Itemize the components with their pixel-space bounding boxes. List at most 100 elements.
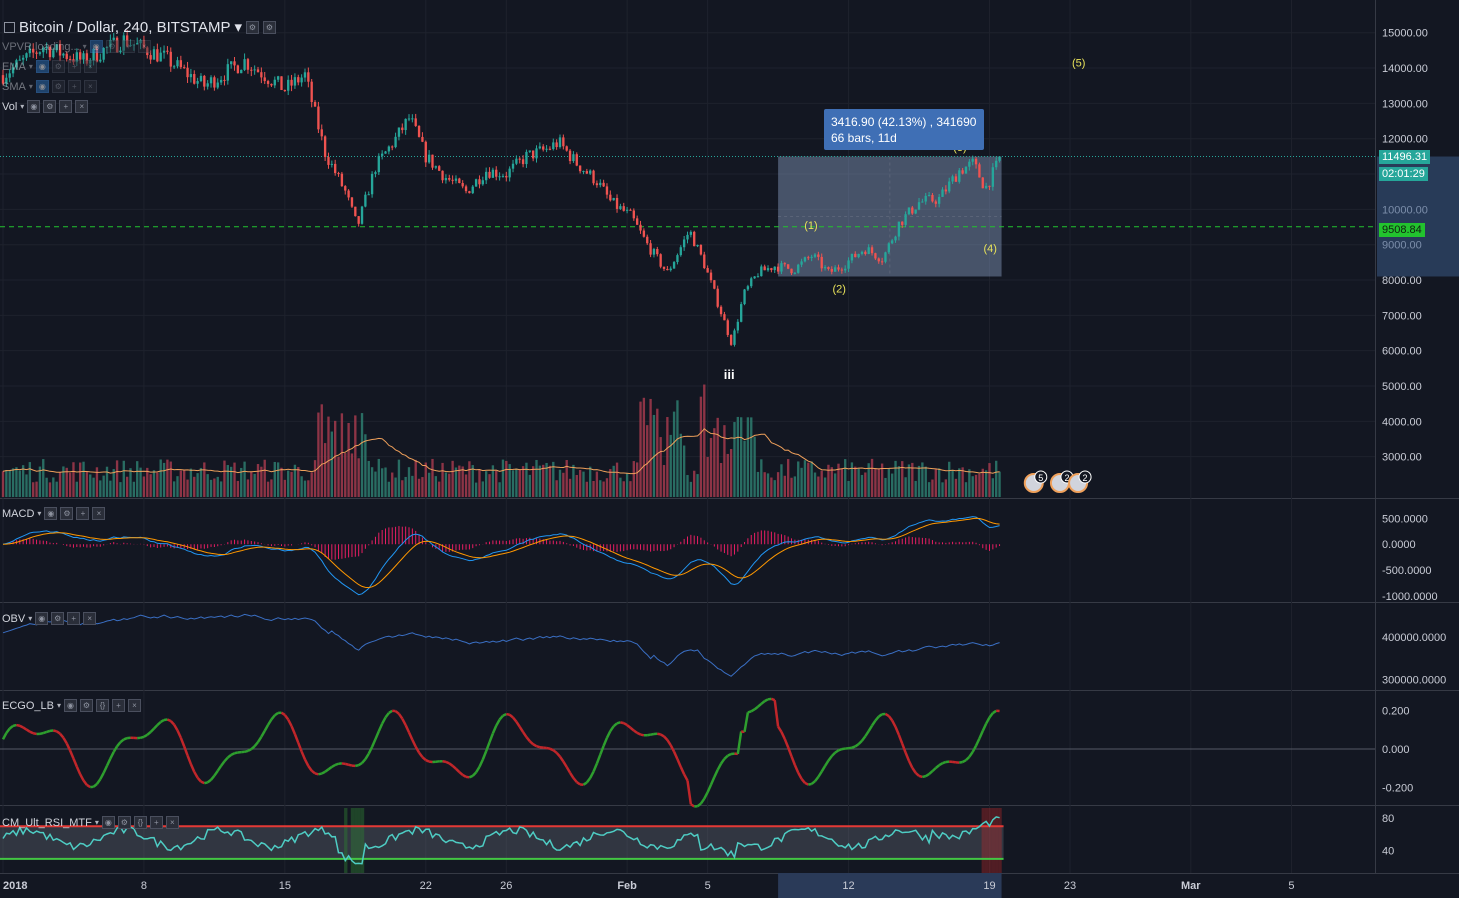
settings-icon[interactable]: ⚙: [51, 60, 65, 73]
plus-icon[interactable]: +: [111, 699, 125, 712]
close-icon[interactable]: ×: [127, 699, 141, 712]
volume-bar: [320, 404, 323, 497]
ecgo-segment: [884, 712, 890, 718]
candle-body: [253, 69, 256, 71]
ecgo-segment: [471, 771, 478, 777]
volume-bar: [293, 464, 297, 497]
plus-icon[interactable]: +: [76, 507, 90, 520]
gear-icon[interactable]: ⚙: [263, 20, 276, 34]
plus-icon[interactable]: +: [149, 816, 163, 829]
candle-body: [270, 83, 273, 86]
collapse-icon[interactable]: [4, 21, 15, 33]
candle-body: [417, 125, 421, 137]
volume-bar: [578, 469, 582, 497]
settings-icon[interactable]: ⚙: [105, 40, 119, 53]
settings-icon[interactable]: ⚙: [117, 816, 131, 829]
candle-body: [696, 244, 699, 247]
ecgo-segment: [515, 720, 521, 728]
close-icon[interactable]: ×: [83, 80, 97, 93]
candle-body: [488, 171, 491, 178]
eye-icon[interactable]: ◉: [44, 507, 58, 520]
ecgo-segment: [25, 728, 31, 733]
time-axis-tick: 5: [1288, 880, 1294, 892]
eye-icon[interactable]: ◉: [27, 100, 41, 113]
settings-icon[interactable]: ⚙: [43, 100, 57, 113]
candle-body: [820, 256, 823, 269]
chevron-down-icon[interactable]: ▾: [37, 509, 42, 518]
indicator-vpvr[interactable]: VPVR loading... ▾ ◉ ⚙ + ×: [2, 40, 151, 53]
settings-icon[interactable]: ⚙: [51, 80, 65, 93]
eye-icon[interactable]: ◉: [101, 816, 115, 829]
ecgo-segment: [978, 730, 984, 740]
candle-body: [226, 64, 229, 81]
settings-icon[interactable]: ⚙: [60, 507, 74, 520]
settings-icon[interactable]: ⚙: [246, 20, 259, 34]
chevron-down-icon[interactable]: ▾: [82, 42, 87, 51]
ecgo-segment: [411, 739, 417, 748]
candle-body: [21, 57, 25, 60]
settings-icon[interactable]: ⚙: [51, 612, 65, 625]
close-icon[interactable]: ×: [83, 60, 97, 73]
candle-body: [750, 278, 753, 287]
volume-bar: [740, 417, 743, 497]
chevron-down-icon[interactable]: ▾: [28, 82, 33, 91]
candle-body: [303, 72, 307, 78]
plus-icon[interactable]: +: [67, 612, 81, 625]
chevron-down-icon[interactable]: ▾: [28, 614, 33, 623]
pane-macd-header[interactable]: MACD ▾ ◉ ⚙ + ×: [2, 507, 106, 520]
volume-bar: [391, 472, 394, 497]
chevron-down-icon[interactable]: ▾: [56, 701, 61, 710]
settings-icon[interactable]: ⚙: [79, 699, 93, 712]
code-icon[interactable]: {}: [95, 699, 109, 712]
volume-bar: [350, 453, 354, 497]
volume-bar: [213, 478, 216, 497]
plus-icon[interactable]: +: [121, 40, 135, 53]
chevron-down-icon[interactable]: ▾: [28, 62, 33, 71]
candle-body: [552, 142, 555, 150]
indicator-vol[interactable]: Vol ▾ ◉ ⚙ + ×: [2, 100, 89, 113]
eye-icon[interactable]: ◉: [35, 80, 49, 93]
code-icon[interactable]: {}: [133, 816, 147, 829]
volume-bar: [780, 464, 783, 497]
pane-obv-header[interactable]: OBV ▾ ◉ ⚙ + ×: [2, 612, 97, 625]
eye-icon[interactable]: ◉: [89, 40, 103, 53]
volume-bar: [924, 466, 927, 497]
indicator-sma[interactable]: SMA ▾ ◉ ⚙ + ×: [2, 80, 97, 93]
ecgo-segment: [854, 743, 860, 748]
candle-body: [854, 253, 857, 258]
chevron-down-icon[interactable]: ▾: [20, 102, 25, 111]
volume-bar: [961, 467, 964, 497]
rsi-line: [2, 816, 1000, 865]
pane-ecgo-header[interactable]: ECGO_LB ▾ ◉ ⚙ {} + ×: [2, 699, 141, 712]
close-icon[interactable]: ×: [83, 612, 97, 625]
volume-bar: [337, 456, 340, 497]
eye-icon[interactable]: ◉: [35, 60, 49, 73]
eye-icon[interactable]: ◉: [63, 699, 77, 712]
candle-body: [471, 186, 474, 194]
pane-rsi-header[interactable]: CM_Ult_RSI_MTF ▾ ◉ ⚙ {} + ×: [2, 816, 179, 829]
ecgo-segment: [723, 754, 729, 760]
candle-body: [179, 60, 183, 68]
indicator-ema[interactable]: EMA ▾ ◉ ⚙ + ×: [2, 60, 97, 73]
chevron-down-icon[interactable]: ▾: [234, 19, 242, 36]
close-icon[interactable]: ×: [165, 816, 179, 829]
symbol-title[interactable]: Bitcoin / Dollar, 240, BITSTAMP ▾ ⚙ ⚙: [4, 18, 276, 36]
ecgo-segment: [384, 712, 390, 719]
ecgo-axis-tick: -0.200: [1382, 782, 1413, 794]
close-icon[interactable]: ×: [137, 40, 151, 53]
ecgo-segment: [528, 740, 534, 746]
close-icon[interactable]: ×: [92, 507, 106, 520]
volume-bar: [736, 416, 740, 497]
plus-icon[interactable]: +: [67, 80, 81, 93]
chevron-down-icon[interactable]: ▾: [94, 818, 99, 827]
volume-bar: [142, 476, 146, 497]
ecgo-segment: [414, 746, 421, 754]
candle-body: [293, 77, 297, 86]
plus-icon[interactable]: +: [59, 100, 73, 113]
eye-icon[interactable]: ◉: [35, 612, 49, 625]
close-icon[interactable]: ×: [75, 100, 89, 113]
plus-icon[interactable]: +: [67, 60, 81, 73]
time-axis-tick: 12: [842, 880, 854, 892]
